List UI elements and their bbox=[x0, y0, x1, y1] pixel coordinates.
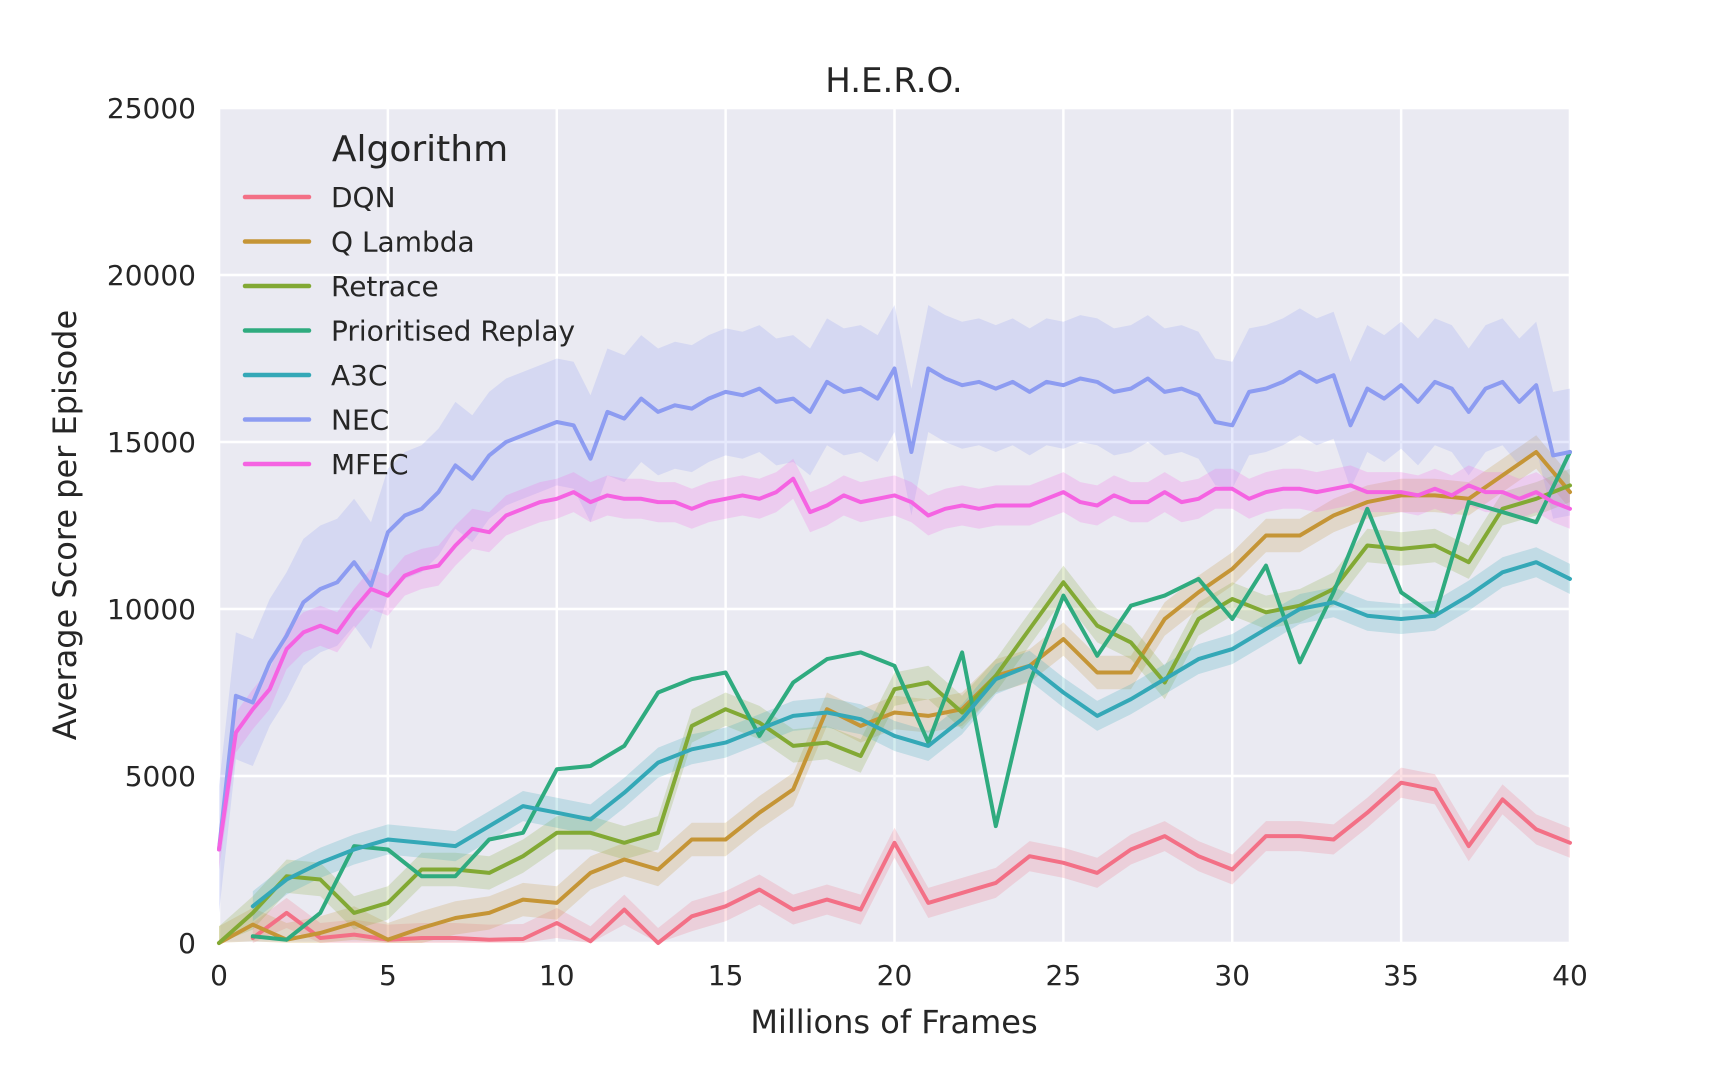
y-tick-label: 20000 bbox=[107, 259, 196, 292]
x-tick-label: 20 bbox=[877, 959, 913, 992]
x-tick-label: 15 bbox=[708, 959, 744, 992]
x-tick-labels: 0 5 10 15 20 25 30 35 40 bbox=[210, 959, 1588, 992]
x-tick-label: 10 bbox=[539, 959, 575, 992]
y-tick-label: 25000 bbox=[107, 92, 196, 125]
legend-label-prioritised-replay: Prioritised Replay bbox=[331, 315, 575, 348]
legend-label-a3c: A3C bbox=[331, 359, 388, 392]
x-tick-label: 30 bbox=[1214, 959, 1250, 992]
chart-title: H.E.R.O. bbox=[825, 61, 962, 101]
x-tick-label: 35 bbox=[1383, 959, 1419, 992]
y-tick-labels: 0 5000 10000 15000 20000 25000 bbox=[107, 92, 196, 960]
grid-lines bbox=[217, 106, 1572, 945]
x-tick-label: 40 bbox=[1552, 959, 1588, 992]
confidence-bands bbox=[219, 305, 1570, 943]
band-retrace bbox=[219, 468, 1570, 943]
band-q-lambda bbox=[219, 435, 1570, 943]
legend-label-q-lambda: Q Lambda bbox=[331, 226, 475, 259]
series-line-retrace bbox=[217, 483, 1572, 945]
band-mfec bbox=[219, 458, 1570, 870]
band-a3c bbox=[252, 547, 1570, 922]
legend-label-retrace: Retrace bbox=[331, 270, 439, 303]
series-line-mfec bbox=[217, 476, 1572, 852]
series-line-q-lambda bbox=[217, 450, 1572, 945]
y-tick-label: 10000 bbox=[107, 593, 196, 626]
x-tick-label: 0 bbox=[210, 959, 228, 992]
y-axis-label: Average Score per Episode bbox=[46, 310, 84, 740]
y-tick-label: 0 bbox=[178, 927, 196, 960]
y-tick-label: 5000 bbox=[125, 760, 196, 793]
series-line-a3c bbox=[250, 560, 1572, 909]
series-line-prioritised-replay bbox=[250, 450, 1572, 942]
legend-label-dqn: DQN bbox=[331, 181, 396, 214]
series-lines bbox=[217, 366, 1572, 945]
y-tick-label: 15000 bbox=[107, 426, 196, 459]
x-axis-label: Millions of Frames bbox=[750, 1003, 1037, 1041]
legend-title: Algorithm bbox=[332, 129, 508, 170]
legend-label-nec: NEC bbox=[331, 404, 389, 437]
series-line-dqn bbox=[250, 780, 1572, 945]
x-tick-label: 5 bbox=[379, 959, 397, 992]
band-dqn bbox=[252, 767, 1570, 943]
band-nec bbox=[219, 305, 1570, 913]
legend: Algorithm DQN Q Lambda Retrace Prioritised … bbox=[242, 129, 575, 481]
legend-label-mfec: MFEC bbox=[331, 448, 409, 481]
x-tick-label: 25 bbox=[1046, 959, 1082, 992]
series-line-nec bbox=[217, 366, 1572, 852]
